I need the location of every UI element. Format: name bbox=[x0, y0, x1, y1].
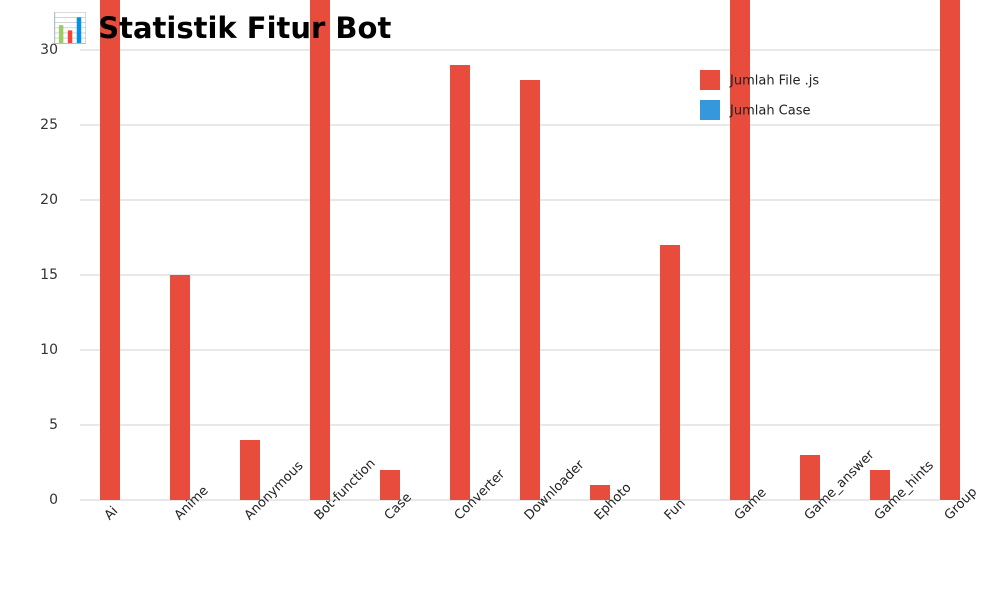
y-tick-label: 5 bbox=[49, 417, 58, 433]
legend-label: Jumlah File .js bbox=[729, 74, 819, 89]
bar bbox=[240, 440, 260, 500]
x-tick-label: Ai bbox=[102, 504, 121, 523]
bar bbox=[520, 80, 540, 500]
bar bbox=[660, 245, 680, 500]
chart-title: 📊 Statistik Fitur Bot bbox=[52, 11, 391, 45]
bar bbox=[940, 0, 960, 500]
bar bbox=[380, 470, 400, 500]
bar bbox=[800, 455, 820, 500]
y-tick-label: 15 bbox=[40, 267, 58, 283]
bar bbox=[170, 275, 190, 500]
legend-swatch bbox=[700, 100, 720, 120]
y-tick-label: 25 bbox=[40, 117, 58, 133]
y-tick-label: 0 bbox=[49, 492, 58, 508]
legend-label: Jumlah Case bbox=[729, 104, 811, 119]
bar bbox=[100, 0, 120, 500]
y-tick-label: 20 bbox=[40, 192, 58, 208]
bar bbox=[730, 0, 750, 500]
bar bbox=[450, 65, 470, 500]
legend-swatch bbox=[700, 70, 720, 90]
bar bbox=[870, 470, 890, 500]
y-tick-label: 10 bbox=[40, 342, 58, 358]
bar bbox=[310, 0, 330, 500]
bar bbox=[590, 485, 610, 500]
y-tick-label: 30 bbox=[40, 42, 58, 58]
